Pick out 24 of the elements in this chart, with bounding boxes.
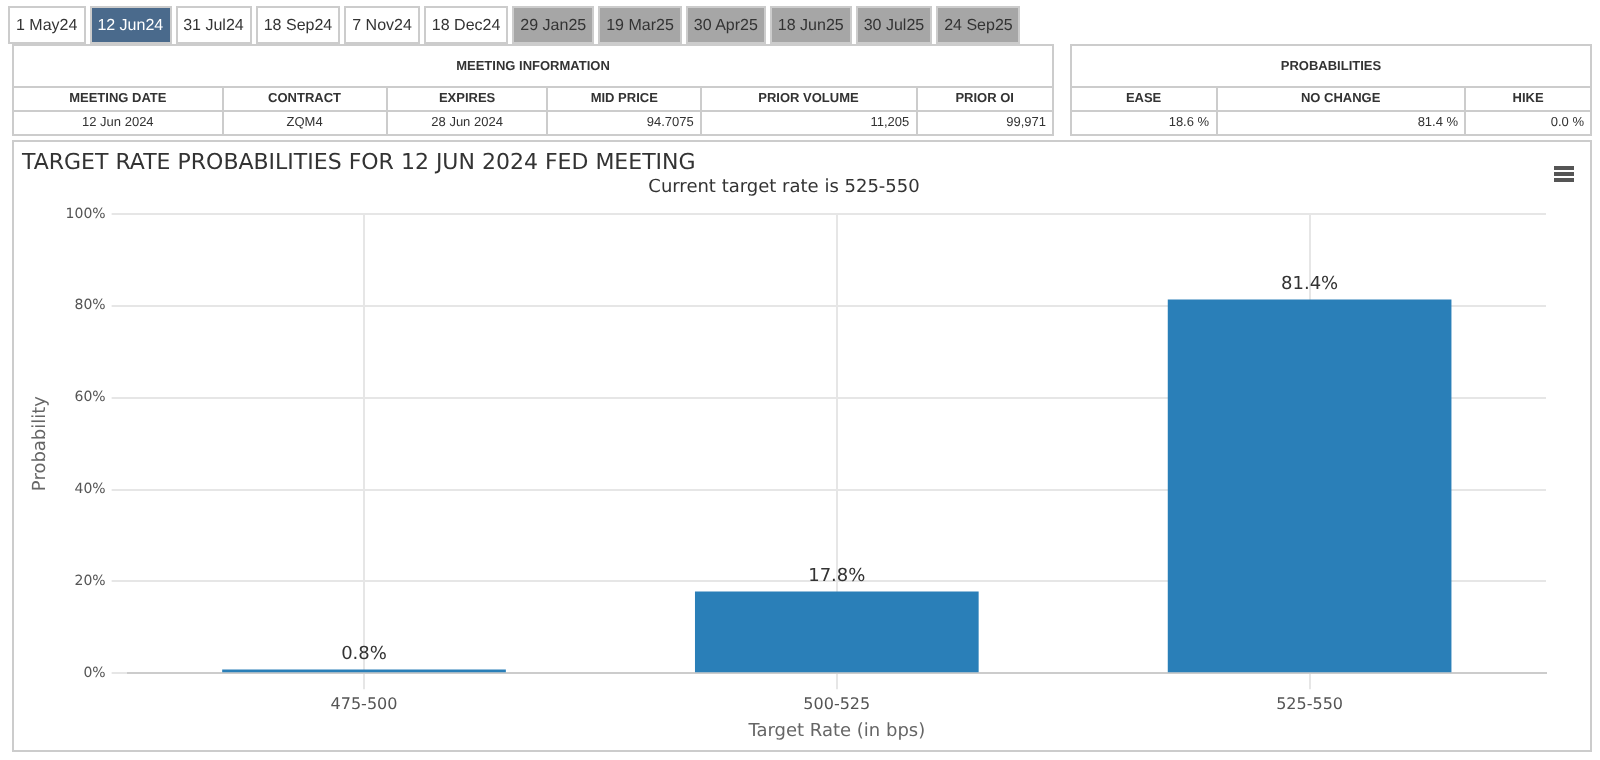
x-tick-label: 500-525 xyxy=(803,694,871,713)
x-axis-title: Target Rate (in bps) xyxy=(746,721,926,742)
category-label: 18 Jun25 xyxy=(769,6,852,44)
x-tick-label: 475-500 xyxy=(330,694,398,713)
category-label: 7 Nov24 xyxy=(344,6,420,44)
category-label: 30 Jul25 xyxy=(855,6,933,44)
x-tick-label: 525-550 xyxy=(1276,694,1344,713)
category-label: 18 Sep24 xyxy=(255,6,341,44)
y-axis-title: Probability xyxy=(31,394,52,492)
chart-subtitle: Current target rate is 525-550 xyxy=(648,177,921,198)
chart-title: TARGET RATE PROBABILITIES FOR 12 JUN 2024 FED MEETING xyxy=(20,148,696,175)
category-label: 12 Jun24 xyxy=(89,6,172,44)
data-label: 0.8% xyxy=(341,645,388,666)
category-label: 30 Apr25 xyxy=(685,6,766,44)
data-label: 81.4% xyxy=(1281,275,1340,296)
bar xyxy=(694,591,979,673)
category-label: 1 May24 xyxy=(8,6,86,44)
data-label: 17.8% xyxy=(808,567,867,588)
category-label: 29 Jan25 xyxy=(512,6,595,44)
bar xyxy=(1167,299,1452,673)
category-label: 24 Sep25 xyxy=(936,6,1021,44)
category-label: 31 Jul24 xyxy=(175,6,252,44)
category-label: 19 Mar25 xyxy=(598,6,682,44)
category-label: 18 Dec24 xyxy=(423,6,509,44)
